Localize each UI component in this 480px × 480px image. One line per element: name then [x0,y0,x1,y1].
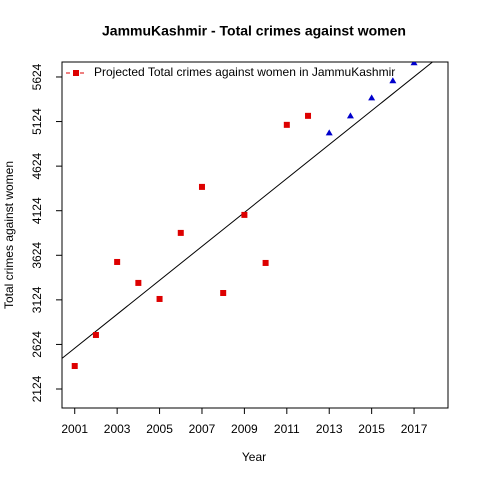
y-axis-label: Total crimes against women [2,161,16,309]
point [346,112,354,119]
x-tick-label: 2011 [274,422,300,436]
point [71,363,78,370]
point [177,229,184,236]
point [135,279,142,286]
x-tick-label: 2001 [61,422,88,436]
x-tick-label: 2007 [189,422,216,436]
x-tick-label: 2017 [401,422,428,436]
x-tick-label: 2009 [231,422,258,436]
point [262,259,269,266]
point [305,112,312,119]
point [92,331,99,338]
y-tick-label: 4124 [30,197,44,224]
point [114,258,121,265]
y-tick-label: 5124 [30,108,44,135]
x-tick-label: 2013 [316,422,343,436]
point [410,62,418,66]
point [220,289,227,296]
trend-line [62,62,434,359]
chart-title: JammuKashmir - Total crimes against wome… [102,23,406,39]
x-tick-label: 2005 [146,422,173,436]
point [389,77,397,84]
x-tick-label: 2003 [104,422,131,436]
point [283,121,290,128]
legend-label: Projected Total crimes against women in … [94,65,395,79]
y-tick-label: 3624 [30,242,44,269]
y-tick-label: 4624 [30,152,44,179]
y-tick-label: 5624 [30,63,44,90]
plot-box [61,61,449,409]
x-axis-label: Year [242,450,266,464]
y-tick-label: 2124 [30,375,44,402]
point [368,94,376,101]
point [156,295,163,302]
x-tick-label: 2015 [358,422,385,436]
y-tick-label: 2624 [30,331,44,358]
point [198,183,205,190]
point [325,129,333,136]
point [241,211,248,218]
legend-marker [73,70,79,76]
plot-area [62,62,434,370]
y-tick-label: 3124 [30,286,44,313]
